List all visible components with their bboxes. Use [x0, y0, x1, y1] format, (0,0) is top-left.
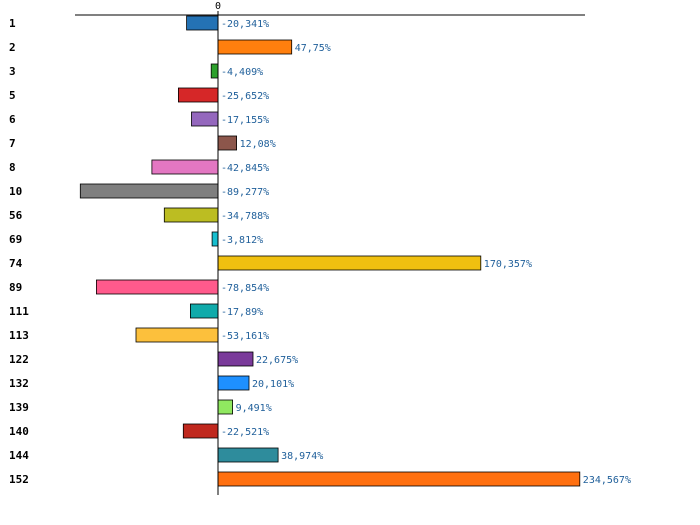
value-label-122: 22,675% [256, 355, 298, 366]
bar-144 [217, 447, 279, 463]
value-label-89: -78,854% [221, 283, 269, 294]
bar-7 [217, 135, 238, 151]
category-label-7: 7 [9, 137, 16, 150]
category-label-10: 10 [9, 185, 22, 198]
bar-132 [217, 375, 250, 391]
bar-1 [186, 15, 219, 31]
bar-8 [151, 159, 219, 175]
value-label-8: -42,845% [221, 163, 269, 174]
bar-5 [177, 87, 219, 103]
category-label-132: 132 [9, 377, 29, 390]
category-label-5: 5 [9, 89, 16, 102]
category-label-111: 111 [9, 305, 29, 318]
value-label-132: 20,101% [252, 379, 294, 390]
category-label-140: 140 [9, 425, 29, 438]
bar-6 [191, 111, 219, 127]
bar-10 [79, 183, 219, 199]
value-label-7: 12,08% [240, 139, 276, 150]
bar-89 [96, 279, 219, 295]
value-label-1: -20,341% [221, 19, 269, 30]
bar-3 [210, 63, 219, 79]
value-label-152: 234,567% [583, 475, 631, 486]
bar-74 [217, 255, 482, 271]
category-label-89: 89 [9, 281, 22, 294]
bar-139 [217, 399, 234, 415]
value-label-144: 38,974% [281, 451, 323, 462]
zero-tick-label: 0 [215, 1, 221, 12]
value-label-139: 9,491% [236, 403, 272, 414]
bar-140 [182, 423, 219, 439]
value-label-6: -17,155% [221, 115, 269, 126]
bar-2 [217, 39, 293, 55]
value-label-56: -34,788% [221, 211, 269, 222]
category-label-113: 113 [9, 329, 29, 342]
value-label-2: 47,75% [295, 43, 331, 54]
value-label-69: -3,812% [221, 235, 263, 246]
category-label-74: 74 [9, 257, 23, 270]
category-label-69: 69 [9, 233, 22, 246]
bar-56 [163, 207, 219, 223]
value-label-5: -25,652% [221, 91, 269, 102]
category-label-3: 3 [9, 65, 16, 78]
category-label-56: 56 [9, 209, 23, 222]
category-label-139: 139 [9, 401, 29, 414]
category-label-6: 6 [9, 113, 16, 126]
value-label-3: -4,409% [221, 67, 263, 78]
category-label-144: 144 [9, 449, 29, 462]
category-label-8: 8 [9, 161, 16, 174]
bar-113 [135, 327, 219, 343]
category-label-2: 2 [9, 41, 16, 54]
category-label-1: 1 [9, 17, 16, 30]
bar-111 [189, 303, 219, 319]
bar-122 [217, 351, 254, 367]
value-label-113: -53,161% [221, 331, 269, 342]
bar-152 [217, 471, 581, 487]
value-label-140: -22,521% [221, 427, 269, 438]
bar-69 [211, 231, 219, 247]
category-label-122: 122 [9, 353, 29, 366]
labels-layer: 1 -20,341% 2 47,75% 3 -4,409% 5 -25,652% 6 -17,15… [9, 17, 631, 486]
value-label-111: -17,89% [221, 307, 263, 318]
value-label-74: 170,357% [484, 259, 532, 270]
bars-layer [79, 15, 581, 487]
category-label-152: 152 [9, 473, 29, 486]
value-label-10: -89,277% [221, 187, 269, 198]
